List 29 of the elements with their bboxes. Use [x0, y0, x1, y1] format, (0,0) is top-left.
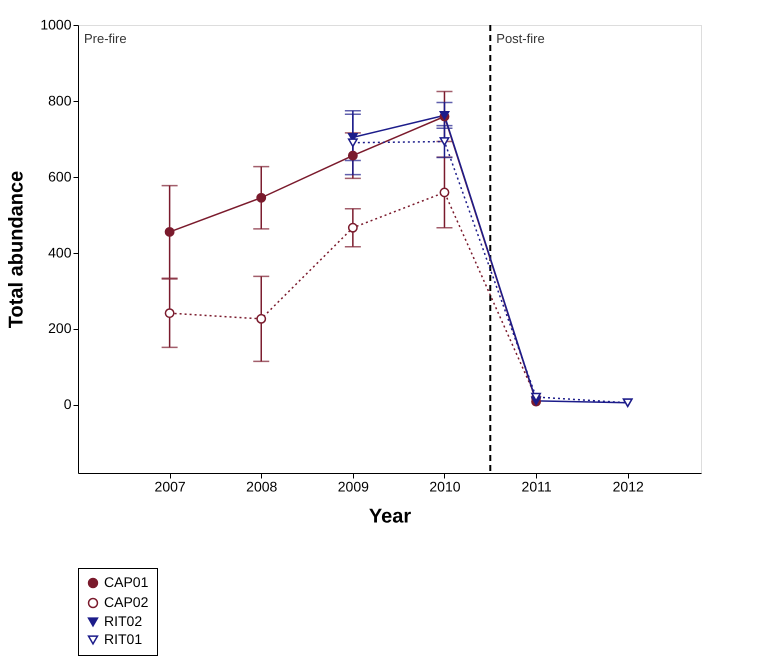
- legend-label: CAP01: [104, 574, 149, 590]
- point: [164, 226, 175, 237]
- y-tick-label: 0: [64, 396, 72, 412]
- annotation: Post-fire: [496, 31, 545, 46]
- legend-label: RIT01: [104, 631, 142, 647]
- x-tick-label: 2011: [522, 478, 552, 494]
- point: [348, 150, 358, 161]
- y-tick-label: 600: [48, 168, 72, 184]
- y-tick-label: 400: [48, 244, 72, 260]
- y-axis-title: Total abundance: [5, 170, 28, 328]
- point: [348, 138, 358, 148]
- x-tick-label: 2010: [429, 478, 461, 494]
- x-tick-label: 2008: [246, 478, 278, 494]
- point: [164, 308, 175, 318]
- point: [256, 192, 266, 203]
- legend-label: CAP02: [104, 594, 149, 610]
- point: [348, 222, 358, 233]
- point: [256, 314, 266, 324]
- x-tick-label: 2012: [612, 478, 644, 494]
- x-axis-title: Year: [368, 506, 412, 528]
- y-tick-label: 1000: [40, 16, 72, 32]
- x-tick-label: 2007: [154, 478, 186, 494]
- point: [440, 188, 450, 198]
- point: [440, 137, 450, 146]
- y-tick-label: 200: [48, 320, 72, 336]
- x-tick-label: 2009: [338, 478, 370, 494]
- annotation: Pre-fire: [84, 31, 127, 46]
- y-tick-label: 800: [48, 92, 72, 108]
- legend-label: RIT02: [104, 613, 142, 629]
